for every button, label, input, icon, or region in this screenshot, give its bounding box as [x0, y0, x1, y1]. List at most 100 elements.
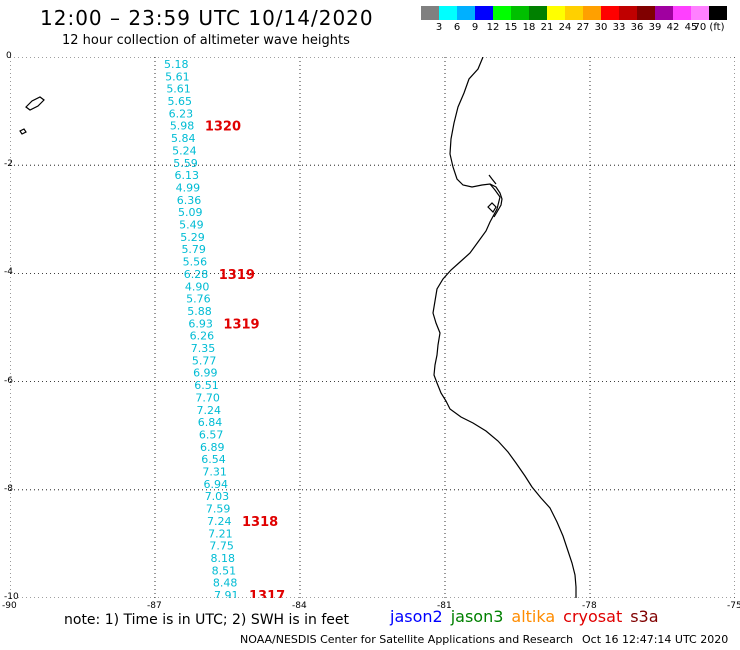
color-scale-label: 36: [630, 22, 644, 33]
color-scale-cell: [439, 6, 457, 20]
swh-value: 7.35: [191, 342, 216, 355]
color-scale-label: 3: [435, 22, 443, 33]
color-scale-label: 18: [522, 22, 536, 33]
longitude-label: -78: [582, 601, 597, 611]
swh-value: 5.18: [164, 58, 189, 71]
pass-time-label: 1317: [249, 589, 285, 598]
pass-time-label: 1319: [223, 317, 259, 332]
longitude-label: -81: [437, 601, 452, 611]
color-scale-label: 30: [594, 22, 608, 33]
swh-value: 6.99: [193, 367, 218, 380]
color-scale-cell: [691, 6, 709, 20]
map-subtitle: 12 hour collection of altimeter wave hei…: [62, 33, 350, 48]
color-scale-cell: [601, 6, 619, 20]
swh-value: 5.56: [183, 256, 208, 269]
map-title: 12:00 – 23:59 UTC 10/14/2020: [40, 6, 374, 30]
latitude-label: -6: [4, 375, 13, 386]
color-scale-labels: 3 6 9 12 15 18 21 24 27 30 33 36 39 42 45 70 (ft): [421, 22, 727, 34]
swh-value: 7.75: [209, 540, 234, 553]
swh-value: 6.51: [194, 379, 219, 392]
latitude-label: -2: [4, 159, 13, 170]
coastline: [432, 57, 577, 598]
island-small: [19, 128, 27, 135]
swh-value: 6.93: [188, 317, 213, 330]
swh-value: 6.26: [190, 330, 215, 343]
swh-value: 5.98: [170, 120, 195, 133]
swh-value: 5.77: [192, 354, 217, 367]
wave-height-track: 5.185.615.615.656.235.985.845.245.596.13…: [164, 58, 239, 598]
swh-value: 7.24: [197, 404, 222, 417]
color-scale-label: 12: [486, 22, 500, 33]
swh-value: 5.61: [165, 70, 190, 83]
color-scale-cell: [511, 6, 529, 20]
color-scale-cell: [619, 6, 637, 20]
color-scale-label: 6: [453, 22, 461, 33]
swh-value: 6.23: [169, 107, 194, 120]
color-scale-cell: [475, 6, 493, 20]
color-scale-label: 21: [540, 22, 554, 33]
color-scale-cell: [547, 6, 565, 20]
map-canvas: 5.185.615.615.656.235.985.845.245.596.13…: [10, 57, 735, 598]
swh-value: 7.70: [195, 391, 220, 404]
swh-value: 5.24: [172, 144, 197, 157]
island-estuary: [487, 202, 497, 213]
color-scale-cell: [655, 6, 673, 20]
swh-value: 7.31: [202, 466, 227, 479]
color-scale-cell: [421, 6, 439, 20]
swh-value: 4.90: [185, 280, 210, 293]
color-scale-cell: [565, 6, 583, 20]
pass-time-label: 1320: [205, 120, 241, 135]
swh-value: 5.88: [187, 305, 212, 318]
swh-value: 5.76: [186, 293, 211, 306]
color-scale-cell: [583, 6, 601, 20]
legend-altika: altika: [511, 607, 556, 626]
latitude-label: 0: [6, 51, 12, 61]
color-scale-label: 15: [504, 22, 518, 33]
satellite-legend: jason2 jason3 altika cryosat s3a: [390, 607, 667, 626]
longitude-label: -84: [292, 601, 307, 611]
swh-value: 5.84: [171, 132, 196, 145]
longitude-label: -75: [727, 601, 740, 611]
swh-value: 5.61: [166, 83, 191, 96]
color-scale-label: 39: [648, 22, 662, 33]
swh-value: 5.59: [173, 157, 198, 170]
color-scale-label: 9: [471, 22, 479, 33]
latitude-label: -10: [4, 592, 19, 602]
pass-time-labels: 1320 1319 1319 1318 1317: [205, 120, 285, 598]
pass-time-label: 1318: [242, 515, 278, 530]
color-scale-cell: [709, 6, 727, 20]
color-scale-label: 33: [612, 22, 626, 33]
legend-cryosat: cryosat: [563, 607, 623, 626]
color-scale-label: 70 (ft): [693, 22, 725, 33]
color-scale-cell: [529, 6, 547, 20]
swh-value: 7.91: [214, 589, 239, 598]
swh-value: 8.18: [211, 552, 236, 565]
swh-value: 6.89: [200, 441, 225, 454]
swh-value: 6.94: [204, 478, 229, 491]
legend-jason3: jason3: [450, 607, 504, 626]
swh-value: 7.59: [206, 503, 231, 516]
swh-value: 6.54: [201, 453, 226, 466]
swh-value: 6.13: [174, 169, 199, 182]
legend-s3a: s3a: [630, 607, 659, 626]
swh-value: 7.21: [208, 527, 233, 540]
lat-lon-grid: [10, 57, 735, 598]
latitude-label: -8: [4, 483, 13, 494]
swh-value: 8.48: [213, 577, 238, 590]
swh-value: 6.36: [177, 194, 202, 207]
swh-value: 8.51: [212, 564, 237, 577]
swh-value: 4.99: [176, 181, 201, 194]
color-scale-label: 24: [558, 22, 572, 33]
swh-value: 7.03: [205, 490, 230, 503]
swh-value: 5.49: [179, 219, 204, 232]
swh-value: 5.09: [178, 206, 203, 219]
units-note: note: 1) Time is in UTC; 2) SWH is in fe…: [64, 612, 350, 628]
color-scale-label: 45: [684, 22, 698, 33]
credit-line: NOAA/NESDIS Center for Satellite Applica…: [240, 633, 574, 646]
latitude-label: -4: [4, 267, 13, 278]
map-panel: 5.18 5.61 5.61 5.65 6.23 5.98 5.84 5.24 5.59 6.13…: [10, 57, 735, 598]
swh-value: 5.29: [180, 231, 205, 244]
longitude-label: -87: [147, 601, 162, 611]
island-large: [25, 96, 45, 111]
swh-value: 6.28: [184, 268, 209, 281]
